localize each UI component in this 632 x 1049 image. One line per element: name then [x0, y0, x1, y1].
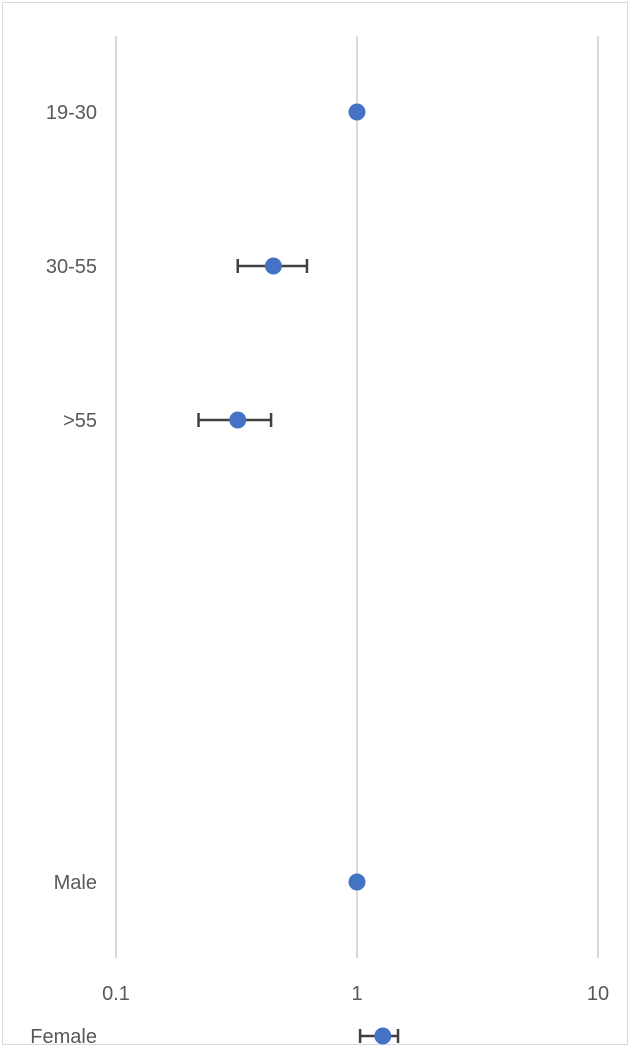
x-tick-label-0: 0.1 — [102, 983, 130, 1005]
category-label-2: >55 — [63, 410, 97, 432]
point-marker-1 — [264, 257, 282, 275]
x-tick-label-2: 10 — [587, 983, 609, 1005]
category-label-5: Male — [54, 872, 97, 894]
category-label-1: 30-55 — [46, 256, 97, 278]
point-marker-2 — [229, 411, 247, 429]
x-tick-label-1: 1 — [351, 983, 362, 1005]
point-marker-0 — [348, 103, 366, 121]
category-label-6: Female — [30, 1026, 97, 1048]
point-marker-3 — [348, 873, 366, 891]
category-label-0: 19-30 — [46, 102, 97, 124]
gridlines — [115, 36, 599, 958]
error-bars — [197, 259, 400, 1043]
x-tick-labels: 0.1 1 10 — [102, 983, 609, 1005]
point-marker-4 — [374, 1027, 392, 1045]
category-labels: 19-30 30-55 >55 Male Female — [30, 102, 97, 1048]
point-markers — [229, 103, 392, 1045]
